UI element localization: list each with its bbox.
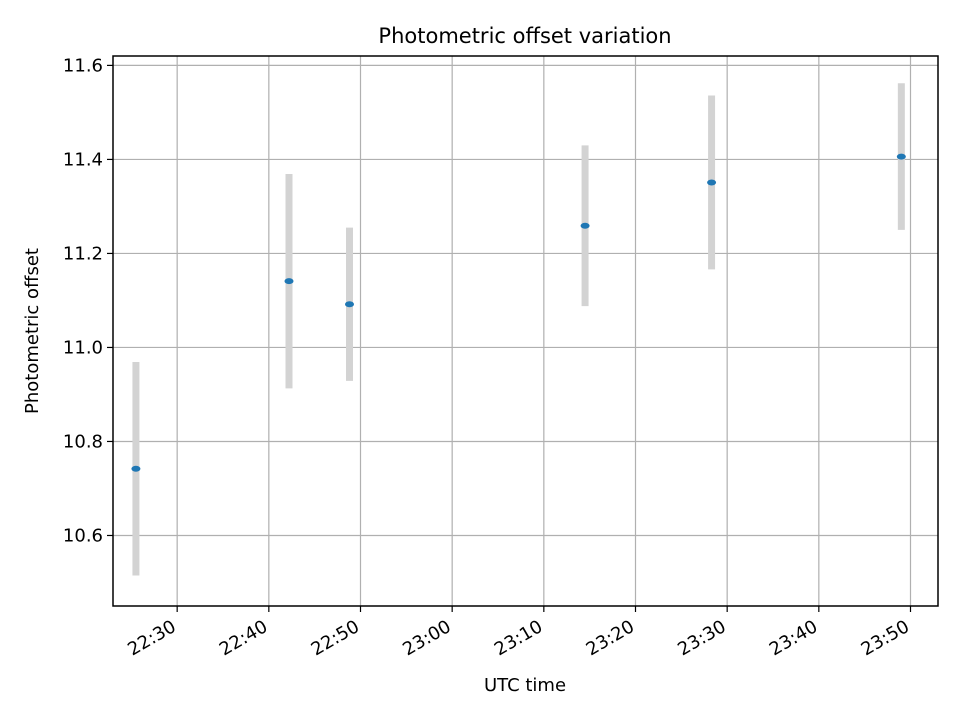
y-axis: 10.6 10.8 11.0 11.2 11.4 11.6 [63,55,113,546]
grid [113,56,938,606]
y-axis-title: Photometric offset [22,248,43,414]
data-point [131,465,141,472]
data-point [707,179,717,186]
x-axis-title: UTC time [484,675,566,696]
y-tick-label: 10.6 [63,525,103,546]
data-points [131,153,906,472]
y-tick-label: 11.0 [63,337,103,358]
data-point [284,278,294,285]
y-tick-label: 10.8 [63,431,103,452]
data-point [896,153,906,160]
chart-title: Photometric offset variation [378,24,671,48]
y-tick-label: 11.4 [63,149,103,170]
y-tick-label: 11.6 [63,55,103,76]
y-tick-label: 11.2 [63,243,103,264]
plot-frame [112,55,939,607]
data-point [580,222,590,229]
data-point [345,301,354,308]
